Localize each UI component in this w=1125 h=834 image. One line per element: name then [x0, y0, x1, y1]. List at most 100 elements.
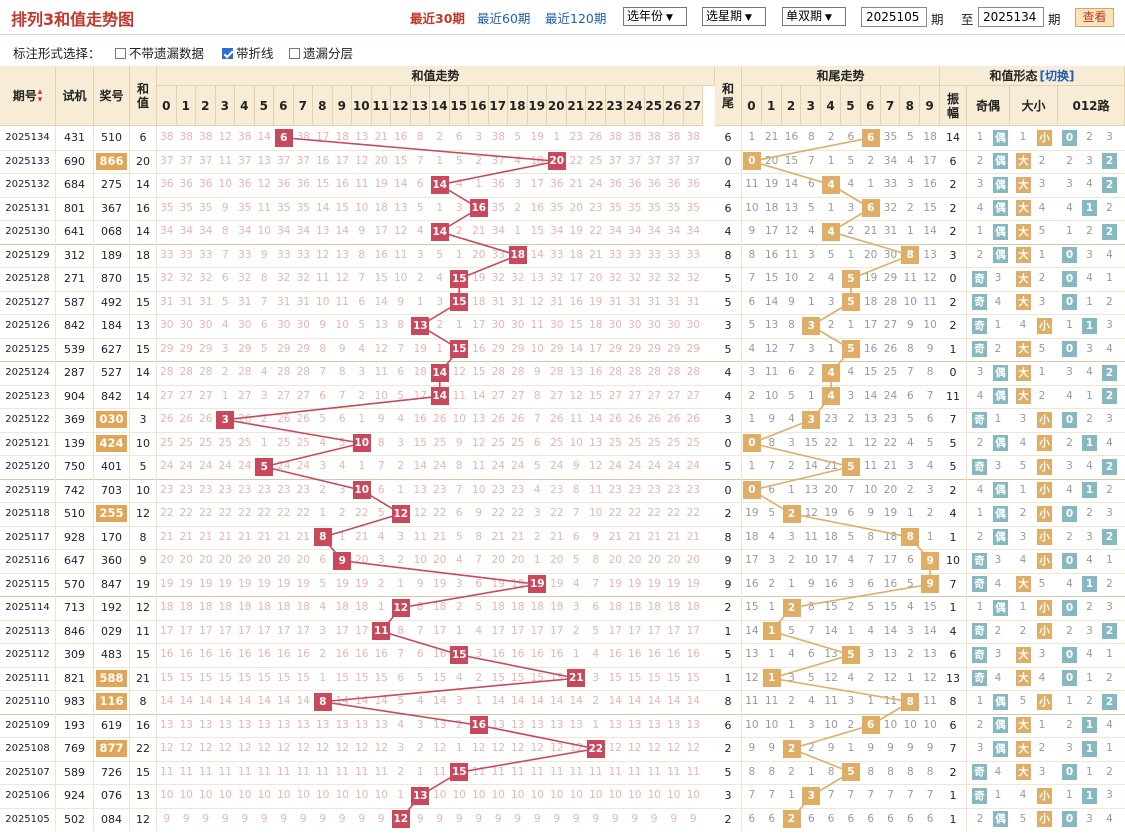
- sum-cell: 14: [130, 384, 157, 408]
- sum-hit-mark: 15: [450, 269, 469, 288]
- weekday-select[interactable]: 选星期 ▼: [702, 7, 766, 26]
- sum-omission: 22: [589, 225, 603, 237]
- issue-cell: 2025128: [0, 267, 56, 291]
- sum-omission: 28: [628, 366, 642, 378]
- sum-omission: 31: [550, 295, 564, 308]
- col-issue[interactable]: 期号 ▴ ▾: [0, 66, 56, 126]
- recent-120-link[interactable]: 最近120期: [545, 11, 607, 26]
- sort-icon[interactable]: ▴ ▾: [37, 86, 43, 105]
- sum-omission: 25: [179, 436, 193, 449]
- sum-omission: 2: [221, 366, 229, 378]
- tail-omission: 8: [906, 342, 914, 355]
- size-omission: 2: [1038, 272, 1046, 284]
- tail-omission: 4: [847, 366, 855, 378]
- tail-omission: 1: [827, 154, 835, 167]
- sum-omission: 33: [179, 248, 193, 261]
- tail-hit-mark: 9: [921, 575, 940, 594]
- tail-omission: 2: [827, 319, 835, 331]
- query-button[interactable]: 查看: [1075, 8, 1114, 27]
- sum-omission: 27: [238, 389, 252, 402]
- tail-omission: 9: [926, 342, 934, 355]
- sum-omission: 7: [260, 295, 268, 308]
- sum-omission: 31: [608, 295, 622, 308]
- recent-60-link[interactable]: 最近60期: [477, 11, 531, 26]
- sum-omission: 31: [160, 295, 174, 308]
- sum-omission: 3: [260, 389, 268, 402]
- tail-omission: 10: [784, 272, 799, 284]
- option-no-omission[interactable]: 不带遗漏数据: [115, 43, 204, 62]
- sum-omission: 23: [589, 201, 603, 214]
- sum-omission: 7: [358, 272, 366, 284]
- tail-omission: 1: [827, 342, 835, 355]
- tail-omission: 5: [748, 319, 756, 331]
- sum-omission: 12: [374, 342, 388, 355]
- tail-omission: 15: [765, 272, 779, 284]
- option-omission-layer[interactable]: 遗漏分层: [289, 43, 353, 62]
- sum-omission: 17: [589, 342, 603, 355]
- amp-cell: 2: [940, 314, 967, 338]
- sum-omission: 9: [338, 342, 346, 355]
- road-omission: 4: [1066, 201, 1073, 214]
- sum-omission: 16: [394, 131, 408, 143]
- sum-omission: 30: [628, 319, 642, 331]
- sum-omission: 38: [491, 131, 505, 143]
- sum-omission: 13: [569, 366, 583, 378]
- sum-omission: 1: [455, 319, 463, 331]
- odd-even-tag: 奇: [972, 270, 987, 287]
- sum-omission: 37: [179, 154, 193, 167]
- tail-hit-mark: 6: [861, 128, 880, 147]
- sum-omission: 31: [686, 295, 700, 308]
- sum-cell: 3: [130, 408, 157, 432]
- sum-hit-mark: 13: [411, 316, 430, 335]
- sum-omission: 24: [238, 460, 252, 472]
- sum-omission: 34: [608, 225, 622, 237]
- sum-omission: 30: [199, 319, 213, 331]
- option-polyline[interactable]: 带折线: [222, 43, 274, 62]
- checkbox-icon[interactable]: [289, 48, 300, 59]
- tail-omission: 32: [883, 201, 898, 214]
- sum-omission: 7: [416, 154, 424, 167]
- sum-omission: 35: [179, 201, 193, 214]
- tail-omission: 25: [883, 366, 898, 378]
- sum-digit-header: 7: [293, 86, 313, 126]
- odd-even-issue-select[interactable]: 单双期 ▼: [782, 7, 846, 26]
- sum-omission: 13: [530, 272, 544, 284]
- sum-omission: 37: [647, 154, 661, 167]
- odd-even-tag: 偶: [993, 388, 1008, 405]
- recent-30-link[interactable]: 最近30期: [410, 11, 465, 26]
- sum-omission: 15: [394, 154, 408, 167]
- sum-omission: 8: [260, 272, 268, 284]
- checkbox-checked-icon[interactable]: [222, 48, 233, 59]
- tail-hit-mark: 5: [841, 269, 860, 288]
- amp-cell: 2: [940, 173, 967, 197]
- switch-link[interactable]: [切换]: [1039, 68, 1075, 83]
- to-issue-input[interactable]: 2025134: [978, 7, 1044, 27]
- tail-cell: 4: [715, 220, 742, 244]
- sum-hit-mark: 15: [450, 340, 469, 359]
- tail-hit-mark: 2: [782, 739, 801, 758]
- tail-omission: 24: [883, 389, 898, 402]
- tail-omission: 1: [807, 295, 815, 308]
- odd-even-omission: 3: [994, 272, 1002, 284]
- tail-omission: 17: [864, 319, 878, 331]
- tail-omission: 13: [923, 248, 937, 261]
- sum-omission: 33: [628, 248, 642, 261]
- amp-cell: 6: [940, 149, 967, 173]
- sum-hit-mark: 15: [450, 293, 469, 312]
- tail-cell: 5: [715, 290, 742, 314]
- sum-omission: 32: [647, 272, 661, 284]
- sum-omission: 33: [238, 248, 252, 261]
- tail-hit-mark: 5: [841, 340, 860, 359]
- tail-omission: 10: [745, 201, 759, 214]
- year-select[interactable]: 选年份 ▼: [623, 7, 687, 26]
- checkbox-icon[interactable]: [115, 48, 126, 59]
- sum-omission: 14: [394, 178, 408, 190]
- sum-omission: 35: [550, 201, 564, 214]
- road-tag: 2: [1102, 388, 1117, 405]
- sum-omission: 25: [686, 436, 700, 449]
- sum-omission: 16: [335, 178, 349, 190]
- sum-omission: 12: [452, 366, 466, 378]
- from-issue-input[interactable]: 2025105: [861, 7, 927, 27]
- sum-omission: 32: [296, 272, 310, 284]
- sum-omission: 12: [316, 248, 330, 261]
